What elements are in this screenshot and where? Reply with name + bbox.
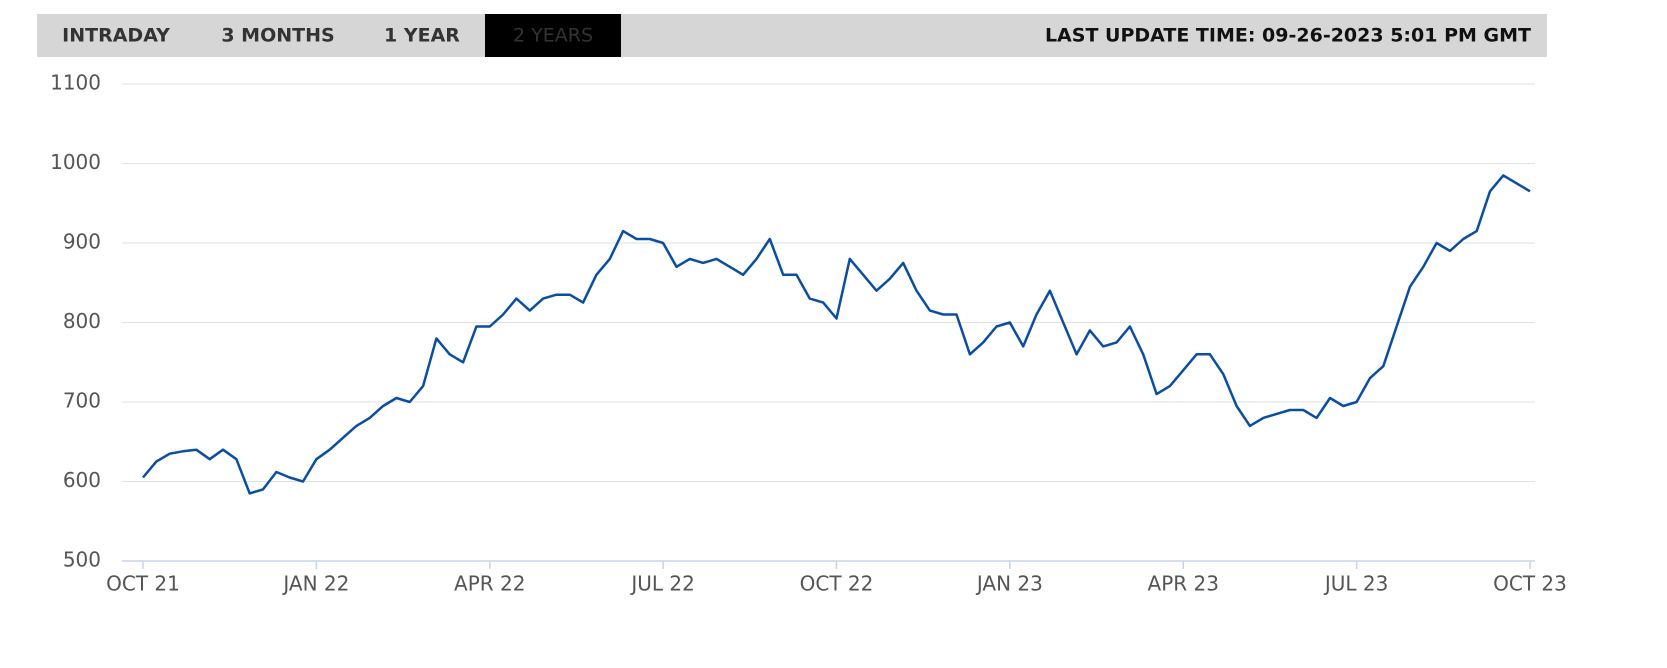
tab[interactable]: 2 YEARS: [513, 25, 593, 47]
x-tick-label: OCT 22: [800, 572, 874, 596]
x-tick-label: OCT 23: [1493, 572, 1567, 596]
x-tick-label: APR 23: [1148, 572, 1219, 596]
y-tick-label: 1100: [50, 71, 101, 95]
y-tick-label: 700: [63, 389, 101, 413]
x-tick-label: APR 22: [454, 572, 525, 596]
x-tick-label: JAN 23: [975, 572, 1043, 596]
y-tick-label: 1000: [50, 150, 101, 174]
x-tick-label: OCT 21: [106, 572, 180, 596]
tab-bar: [37, 14, 1547, 57]
y-tick-label: 600: [63, 468, 101, 492]
tab[interactable]: 3 MONTHS: [221, 25, 334, 47]
tab[interactable]: INTRADAY: [62, 25, 170, 47]
y-tick-label: 900: [63, 230, 101, 254]
x-tick-label: JAN 22: [281, 572, 349, 596]
y-tick-label: 800: [63, 309, 101, 333]
y-tick-label: 500: [63, 548, 101, 572]
price-line: [142, 174, 1531, 495]
tab[interactable]: 1 YEAR: [384, 25, 460, 47]
last-update: LAST UPDATE TIME: 09-26-2023 5:01 PM GMT: [1045, 25, 1531, 47]
active-tab-background: [485, 14, 621, 57]
x-tick-label: JUL 22: [629, 572, 695, 596]
x-tick-label: JUL 23: [1323, 572, 1389, 596]
